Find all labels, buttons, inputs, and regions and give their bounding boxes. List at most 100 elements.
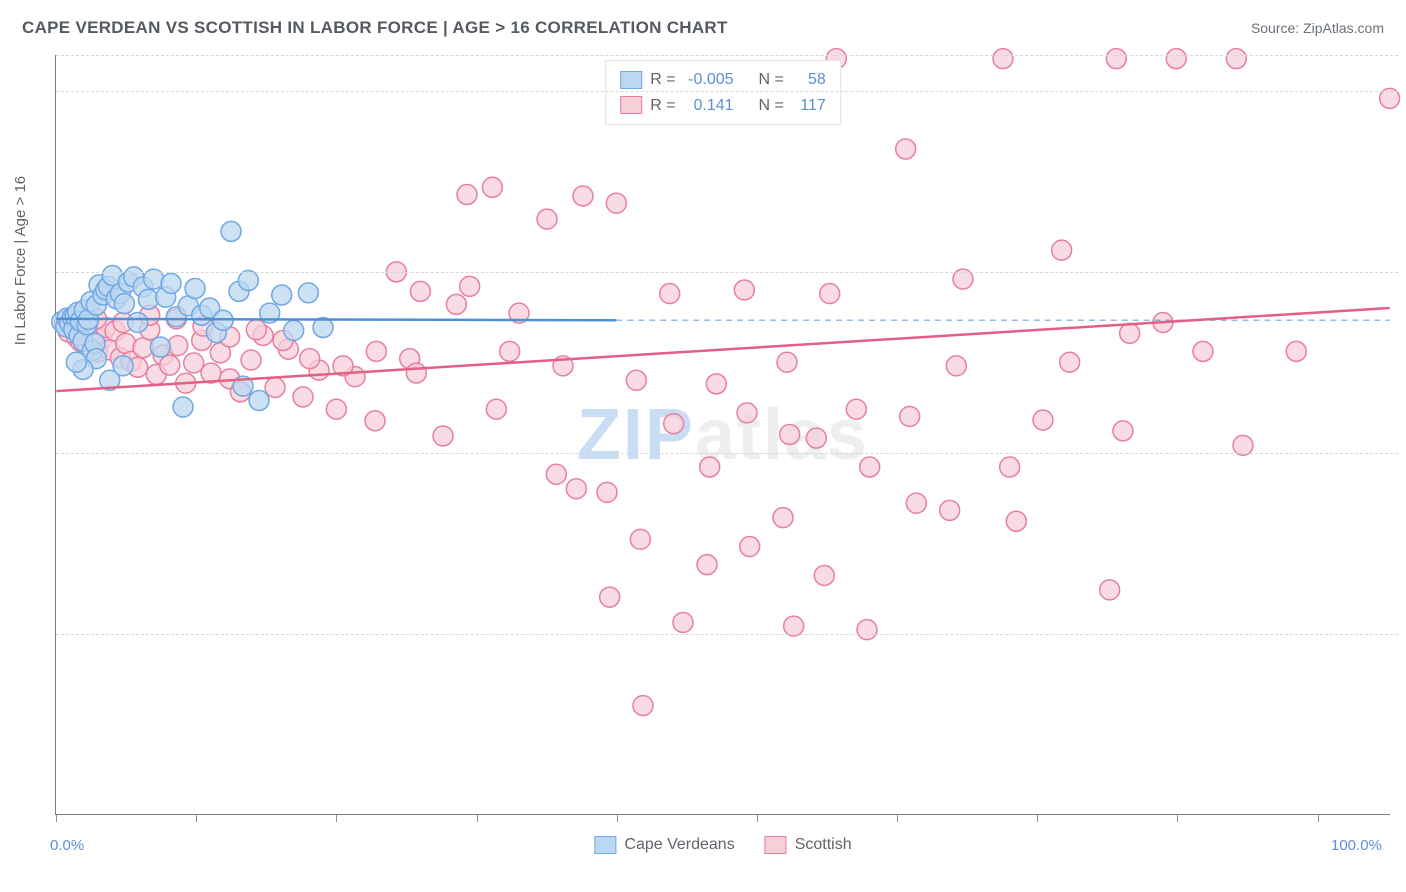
- r-value: -0.005: [684, 67, 734, 93]
- data-point: [1033, 410, 1053, 430]
- data-point: [1286, 341, 1306, 361]
- data-point: [706, 374, 726, 394]
- data-point: [664, 414, 684, 434]
- legend-item: Scottish: [765, 836, 852, 854]
- data-point: [246, 320, 266, 340]
- x-tick: [1037, 814, 1038, 822]
- data-point: [265, 378, 285, 398]
- data-point: [365, 411, 385, 431]
- data-point: [241, 350, 261, 370]
- x-tick: [897, 814, 898, 822]
- data-point: [993, 49, 1013, 69]
- data-point: [150, 337, 170, 357]
- data-point: [249, 391, 269, 411]
- data-point: [697, 555, 717, 575]
- x-axis-label: 0.0%: [50, 837, 84, 854]
- data-point: [860, 457, 880, 477]
- data-point: [486, 399, 506, 419]
- data-point: [446, 294, 466, 314]
- gridline-h: [56, 55, 1398, 56]
- legend-stat-row: R = 0.141 N = 117: [620, 93, 826, 119]
- data-point: [1060, 352, 1080, 372]
- data-point: [185, 278, 205, 298]
- data-point: [482, 177, 502, 197]
- data-point: [673, 612, 693, 632]
- data-point: [272, 285, 292, 305]
- n-value: 117: [792, 93, 826, 119]
- data-point: [597, 482, 617, 502]
- data-point: [773, 508, 793, 528]
- data-point: [300, 349, 320, 369]
- data-point: [546, 464, 566, 484]
- data-point: [857, 620, 877, 640]
- data-point: [500, 341, 520, 361]
- legend-swatch: [620, 71, 642, 89]
- correlation-legend: R = -0.005 N = 58 R = 0.141 N = 117: [605, 60, 841, 125]
- data-point: [606, 193, 626, 213]
- x-tick: [1177, 814, 1178, 822]
- gridline-h: [56, 453, 1398, 454]
- gridline-h: [56, 91, 1398, 92]
- data-point: [814, 565, 834, 585]
- data-point: [737, 403, 757, 423]
- data-point: [537, 209, 557, 229]
- x-axis-label: 100.0%: [1331, 837, 1382, 854]
- data-point: [1052, 240, 1072, 260]
- data-point: [1193, 341, 1213, 361]
- data-point: [298, 283, 318, 303]
- data-point: [238, 271, 258, 291]
- series-legend: Cape Verdeans Scottish: [594, 836, 851, 854]
- data-point: [740, 537, 760, 557]
- data-point: [906, 493, 926, 513]
- n-label: N =: [758, 67, 783, 93]
- data-point: [1000, 457, 1020, 477]
- data-point: [406, 363, 426, 383]
- x-tick: [757, 814, 758, 822]
- data-point: [433, 426, 453, 446]
- r-value: 0.141: [684, 93, 734, 119]
- data-point: [160, 355, 180, 375]
- source-attribution: Source: ZipAtlas.com: [1251, 20, 1384, 36]
- data-point: [1100, 580, 1120, 600]
- scatter-plot: ZIPatlas R = -0.005 N = 58 R = 0.141 N =…: [55, 55, 1390, 815]
- data-point: [846, 399, 866, 419]
- scatter-svg: [56, 55, 1390, 814]
- x-tick: [56, 814, 57, 822]
- data-point: [1113, 421, 1133, 441]
- data-point: [784, 616, 804, 636]
- data-point: [161, 273, 181, 293]
- data-point: [1120, 323, 1140, 343]
- x-tick: [1318, 814, 1319, 822]
- data-point: [1006, 511, 1026, 531]
- legend-label: Cape Verdeans: [624, 836, 734, 854]
- data-point: [1106, 49, 1126, 69]
- data-point: [1166, 49, 1186, 69]
- data-point: [940, 500, 960, 520]
- n-value: 58: [792, 67, 826, 93]
- data-point: [946, 356, 966, 376]
- x-tick: [336, 814, 337, 822]
- data-point: [173, 397, 193, 417]
- legend-swatch: [594, 836, 616, 854]
- data-point: [600, 587, 620, 607]
- legend-swatch: [765, 836, 787, 854]
- data-point: [366, 341, 386, 361]
- data-point: [114, 294, 134, 314]
- legend-swatch: [620, 96, 642, 114]
- data-point: [573, 186, 593, 206]
- x-tick: [617, 814, 618, 822]
- legend-item: Cape Verdeans: [594, 836, 734, 854]
- data-point: [900, 406, 920, 426]
- r-label: R =: [650, 67, 675, 93]
- data-point: [630, 529, 650, 549]
- data-point: [626, 370, 646, 390]
- x-tick: [477, 814, 478, 822]
- data-point: [1226, 49, 1246, 69]
- data-point: [410, 281, 430, 301]
- data-point: [66, 352, 86, 372]
- data-point: [326, 399, 346, 419]
- data-point: [184, 353, 204, 373]
- chart-title: CAPE VERDEAN VS SCOTTISH IN LABOR FORCE …: [22, 18, 728, 38]
- data-point: [293, 387, 313, 407]
- data-point: [128, 312, 148, 332]
